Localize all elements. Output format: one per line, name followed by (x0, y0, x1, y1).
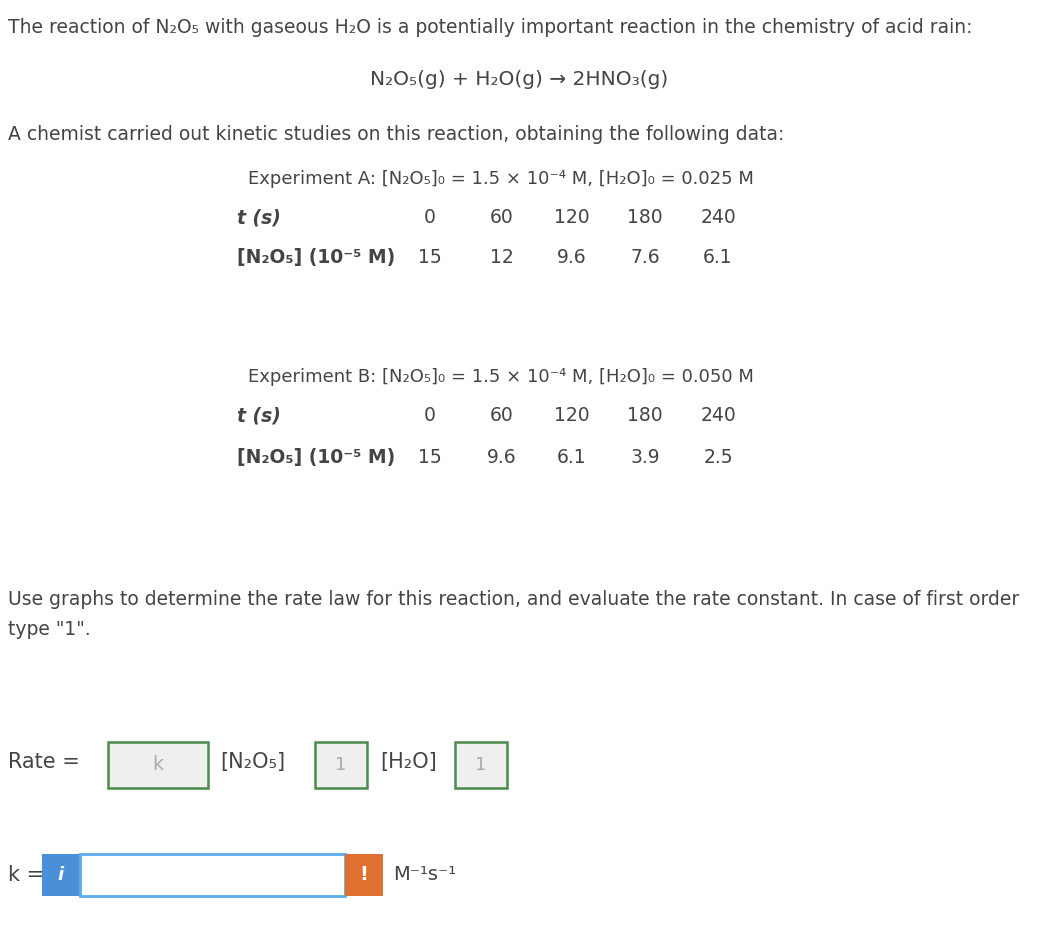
FancyBboxPatch shape (42, 854, 80, 896)
Text: 1: 1 (475, 756, 487, 774)
Text: 0: 0 (425, 208, 436, 227)
Text: type "1".: type "1". (8, 620, 90, 639)
Text: 15: 15 (418, 248, 442, 267)
Text: 60: 60 (490, 208, 514, 227)
Text: Experiment B: [N₂O₅]₀ = 1.5 × 10⁻⁴ M, [H₂O]₀ = 0.050 M: Experiment B: [N₂O₅]₀ = 1.5 × 10⁻⁴ M, [H… (248, 368, 754, 386)
Text: t (s): t (s) (237, 406, 281, 425)
Text: Rate =: Rate = (8, 752, 80, 772)
FancyBboxPatch shape (345, 854, 383, 896)
Text: i: i (58, 866, 64, 884)
Text: 180: 180 (627, 406, 663, 425)
Text: 1: 1 (335, 756, 347, 774)
Text: 120: 120 (554, 406, 590, 425)
FancyBboxPatch shape (108, 742, 208, 788)
Text: k: k (153, 756, 164, 774)
Text: 240: 240 (700, 208, 736, 227)
FancyBboxPatch shape (315, 742, 367, 788)
Text: 6.1: 6.1 (703, 248, 733, 267)
Text: N₂O₅(g) + H₂O(g) → 2HNO₃(g): N₂O₅(g) + H₂O(g) → 2HNO₃(g) (370, 70, 668, 89)
Text: [H₂O]: [H₂O] (380, 752, 437, 772)
FancyBboxPatch shape (80, 854, 345, 896)
Text: The reaction of N₂O₅ with gaseous H₂O is a potentially important reaction in the: The reaction of N₂O₅ with gaseous H₂O is… (8, 18, 973, 37)
Text: 9.6: 9.6 (557, 248, 586, 267)
Text: 120: 120 (554, 208, 590, 227)
Text: 7.6: 7.6 (630, 248, 660, 267)
FancyBboxPatch shape (455, 742, 507, 788)
Text: 180: 180 (627, 208, 663, 227)
Text: t (s): t (s) (237, 208, 281, 227)
Text: 60: 60 (490, 406, 514, 425)
Text: [N₂O₅] (10⁻⁵ M): [N₂O₅] (10⁻⁵ M) (237, 248, 395, 267)
Text: !: ! (359, 866, 368, 884)
Text: [N₂O₅] (10⁻⁵ M): [N₂O₅] (10⁻⁵ M) (237, 448, 395, 467)
Text: 0: 0 (425, 406, 436, 425)
Text: 3.9: 3.9 (630, 448, 660, 467)
Text: 9.6: 9.6 (487, 448, 517, 467)
Text: [N₂O₅]: [N₂O₅] (220, 752, 285, 772)
Text: 240: 240 (700, 406, 736, 425)
Text: Use graphs to determine the rate law for this reaction, and evaluate the rate co: Use graphs to determine the rate law for… (8, 590, 1019, 609)
Text: 12: 12 (490, 248, 514, 267)
Text: M⁻¹s⁻¹: M⁻¹s⁻¹ (393, 866, 456, 884)
Text: 6.1: 6.1 (557, 448, 586, 467)
Text: A chemist carried out kinetic studies on this reaction, obtaining the following : A chemist carried out kinetic studies on… (8, 125, 785, 144)
Text: 2.5: 2.5 (703, 448, 733, 467)
Text: 15: 15 (418, 448, 442, 467)
Text: Experiment A: [N₂O₅]₀ = 1.5 × 10⁻⁴ M, [H₂O]₀ = 0.025 M: Experiment A: [N₂O₅]₀ = 1.5 × 10⁻⁴ M, [H… (248, 170, 754, 188)
Text: k =: k = (8, 865, 45, 885)
